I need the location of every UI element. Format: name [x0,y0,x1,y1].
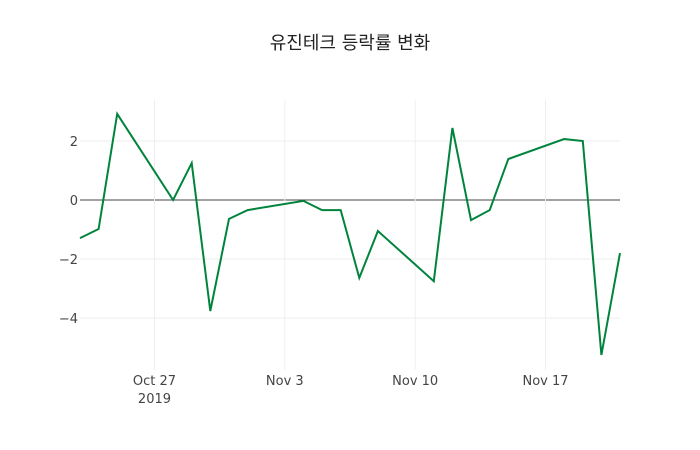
y-tick-label: 2 [70,135,78,150]
y-tick-label: 0 [70,194,78,209]
y-tick-label: −4 [59,312,78,327]
x-tick-year-label: 2019 [138,392,171,407]
x-tick-label: Nov 3 [266,374,304,389]
series-line [79,111,621,356]
chart-title: 유진테크 등락률 변화 [270,33,430,54]
x-tick-label: Nov 17 [522,374,568,389]
x-tick-label: Nov 10 [392,374,438,389]
y-tick-label: −2 [59,253,78,268]
x-tick-label: Oct 27 [133,374,176,389]
